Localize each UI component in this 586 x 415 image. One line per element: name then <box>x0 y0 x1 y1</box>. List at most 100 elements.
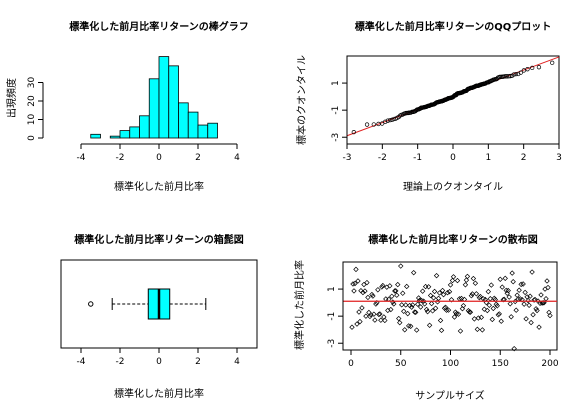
scatter-point <box>542 286 548 292</box>
scatter-point <box>534 307 540 314</box>
histogram-xlabel: 標準化した前月比率 <box>114 180 204 193</box>
scatter-point <box>400 290 406 296</box>
scatter-point <box>523 316 529 322</box>
scatter-point <box>505 287 511 294</box>
scatter-point <box>431 288 438 295</box>
scatter-point <box>395 281 401 288</box>
scatter-point <box>540 300 546 306</box>
scatter-point <box>433 272 440 279</box>
scatter-point <box>414 301 421 307</box>
qq-point <box>530 65 535 71</box>
scatter-point <box>422 283 429 290</box>
scatter-point <box>529 269 535 275</box>
scatter-point <box>457 328 464 334</box>
scatter-point <box>536 324 542 330</box>
scatter-point <box>474 326 481 333</box>
scatter-point <box>451 314 458 320</box>
scatter-point <box>415 295 422 301</box>
scatter-point <box>437 317 444 324</box>
scatter-point <box>520 281 526 287</box>
scatter-point <box>514 292 520 298</box>
scatter-point <box>387 283 393 289</box>
scatter-point <box>444 290 451 296</box>
histogram-bar <box>90 133 101 139</box>
scatter-point <box>507 301 513 307</box>
scatter-point <box>516 287 522 293</box>
scatter-point <box>502 275 508 282</box>
scatter-point <box>485 288 492 295</box>
scatter-point <box>372 317 378 323</box>
qq-x-tick-label: 2 <box>521 153 527 163</box>
scatter-point <box>462 282 469 288</box>
scatter-point <box>410 269 417 276</box>
scatter-point <box>429 308 436 314</box>
scatter-point <box>392 288 398 294</box>
scatter-point <box>497 276 503 282</box>
boxplot-x-tick-label: -2 <box>116 357 125 367</box>
scatter-point <box>402 327 408 333</box>
qq-point <box>536 65 542 70</box>
scatter-point <box>453 311 460 317</box>
boxplot-xlabel: 標準化した前月比率 <box>114 387 204 400</box>
scatter-point <box>463 277 470 283</box>
scatter-point <box>547 312 553 319</box>
histogram-x-tick-label: 4 <box>234 153 240 163</box>
scatter-point <box>359 305 365 311</box>
qq-y-tick-label: -1 <box>331 106 341 115</box>
histogram-y-tick-label: 30 <box>27 77 37 89</box>
scatter-point <box>489 316 495 323</box>
histogram-title: 標準化した前月比率リターンの棒グラフ <box>69 20 249 33</box>
qq-point <box>503 74 508 79</box>
scatter-x-tick-label: 100 <box>442 359 459 369</box>
scatter-point <box>511 345 517 352</box>
scatter-point <box>367 313 373 320</box>
scatter-point <box>486 302 492 308</box>
scatter-point <box>364 279 370 286</box>
scatter-point <box>452 309 459 315</box>
scatter-point <box>361 281 367 288</box>
scatter-point <box>448 297 455 303</box>
scatter-point <box>538 292 544 298</box>
boxplot-box <box>88 288 207 320</box>
scatter-point <box>459 306 466 312</box>
scatter-point <box>478 314 485 321</box>
scatter-point <box>539 300 545 306</box>
scatter-point <box>545 284 551 291</box>
qq-x-tick-label: 1 <box>485 153 491 163</box>
qq-point <box>525 67 530 72</box>
scatter-title: 標準化した前月比率リターンの散布図 <box>368 233 538 246</box>
scatter-point <box>389 293 395 299</box>
scatter-point <box>417 304 424 310</box>
histogram-bar <box>109 135 121 139</box>
scatter-point <box>411 309 418 315</box>
scatter-point <box>427 292 434 299</box>
histogram-bar <box>168 65 179 139</box>
scatter-point <box>355 278 361 284</box>
scatter-point <box>488 282 494 288</box>
qq-xlabel: 理論上のクオンタイル <box>403 180 503 193</box>
scatter-point <box>393 288 399 294</box>
histogram-x-tick-label: -2 <box>116 153 125 163</box>
scatter-point <box>440 291 447 298</box>
scatter-point <box>408 323 414 330</box>
scatter-point <box>499 284 505 290</box>
scatter-point <box>533 306 539 312</box>
scatter-point <box>525 297 531 304</box>
scatter-point <box>374 299 380 306</box>
histogram-bar <box>148 78 160 139</box>
scatter-axes: 0 50 100 150 200 -3 -1 1 <box>327 286 559 369</box>
scatter-point <box>404 283 410 290</box>
boxplot-x-tick-label: 4 <box>234 357 240 367</box>
scatter-point <box>449 277 456 284</box>
boxplot-x-tick-label: -4 <box>77 357 86 367</box>
scatter-point <box>356 309 362 315</box>
qq-point <box>550 60 555 65</box>
scatter-point <box>365 294 371 301</box>
scatter-point <box>527 293 533 299</box>
histogram-axes: -4 -2 0 2 4 0 10 20 30 <box>27 77 240 163</box>
scatter-point <box>420 298 427 304</box>
scatter-point <box>377 311 383 317</box>
scatter-point <box>510 279 516 285</box>
scatter-y-tick-label: 1 <box>327 286 337 292</box>
scatter-point <box>496 311 502 317</box>
